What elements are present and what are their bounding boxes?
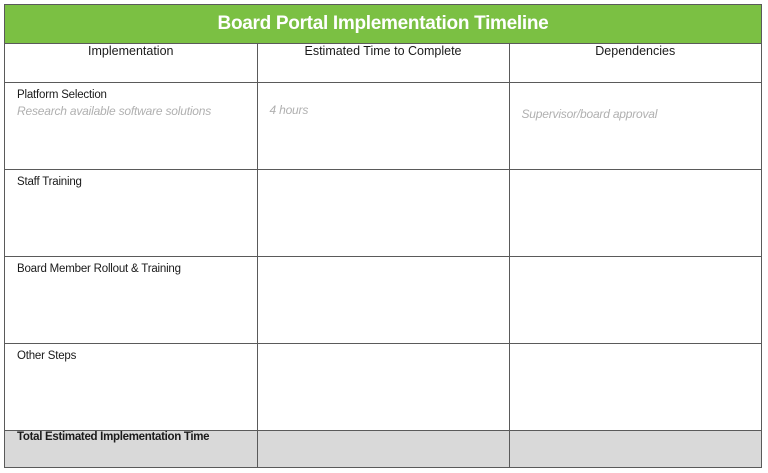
dependency-cell[interactable]: Supervisor/board approval	[508, 81, 761, 170]
table-header-row: Implementation Estimated Time to Complet…	[5, 44, 761, 83]
total-label: Total Estimated Implementation Time	[5, 429, 258, 467]
total-time-cell[interactable]	[256, 429, 510, 467]
step-label: Board Member Rollout & Training	[17, 262, 181, 275]
table-row: Board Member Rollout & Training	[5, 255, 761, 344]
dependency-cell[interactable]	[508, 342, 761, 431]
table-row: Other Steps	[5, 342, 761, 431]
time-value: 4 hours	[269, 102, 309, 117]
step-label: Other Steps	[17, 349, 77, 362]
time-cell[interactable]	[256, 342, 510, 431]
table-row: Platform Selection Research available so…	[5, 81, 761, 170]
timeline-title: Board Portal Implementation Timeline	[217, 13, 549, 34]
step-cell[interactable]: Other Steps	[5, 342, 258, 431]
step-label: Staff Training	[17, 175, 82, 188]
dependency-value: Supervisor/board approval	[521, 106, 658, 121]
implementation-timeline: Board Portal Implementation Timeline Imp…	[4, 4, 762, 468]
total-row: Total Estimated Implementation Time	[5, 429, 761, 467]
step-cell[interactable]: Platform Selection Research available so…	[5, 81, 258, 170]
total-dependency-cell[interactable]	[508, 429, 761, 467]
dependency-cell[interactable]	[508, 255, 761, 344]
title-bar: Board Portal Implementation Timeline	[5, 5, 761, 44]
column-header-estimated-time: Estimated Time to Complete	[256, 44, 510, 83]
time-cell[interactable]	[256, 255, 510, 344]
time-cell[interactable]	[256, 168, 510, 257]
step-cell[interactable]: Board Member Rollout & Training	[5, 255, 258, 344]
step-cell[interactable]: Staff Training	[5, 168, 258, 257]
step-label: Platform Selection	[17, 88, 107, 101]
timeline-table: Implementation Estimated Time to Complet…	[5, 44, 761, 467]
table-row: Staff Training	[5, 168, 761, 257]
column-header-dependencies: Dependencies	[508, 44, 761, 83]
dependency-cell[interactable]	[508, 168, 761, 257]
step-note: Research available software solutions	[17, 103, 212, 118]
column-header-implementation: Implementation	[5, 44, 258, 83]
time-cell[interactable]: 4 hours	[256, 81, 510, 170]
